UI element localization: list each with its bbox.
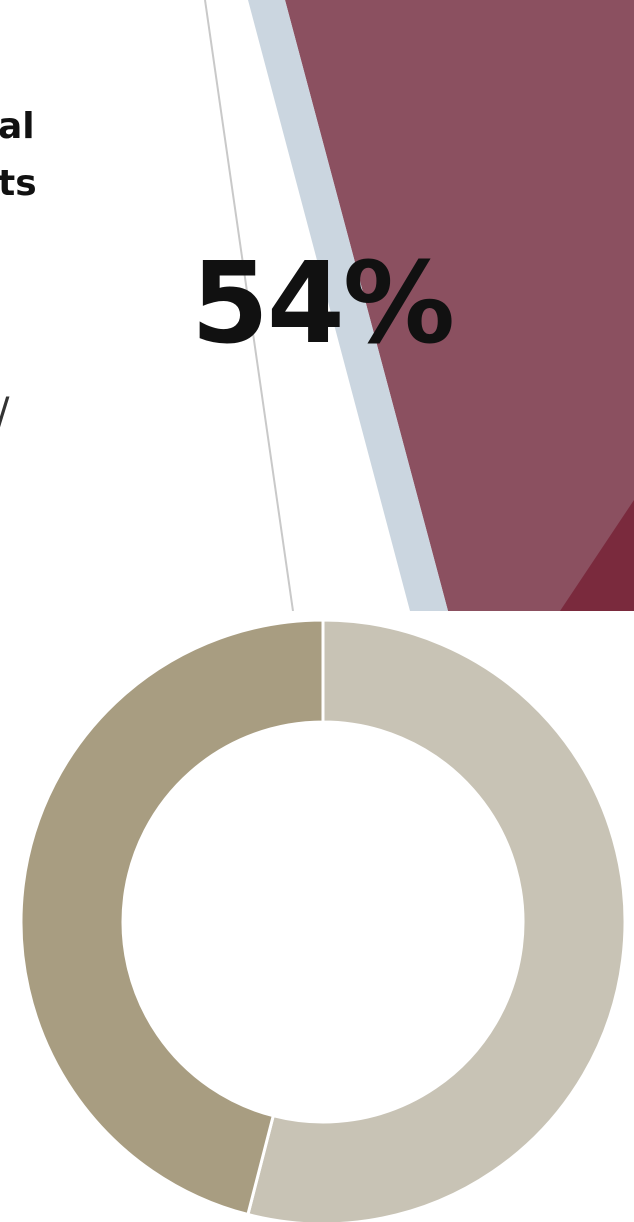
background-dark-crimson-shape xyxy=(560,500,634,611)
background-graphic xyxy=(204,0,634,612)
side-text-fragment-2: ts xyxy=(0,163,37,204)
background-pale-blue-band xyxy=(248,0,448,611)
donut-center-value: 54% xyxy=(190,239,455,369)
side-text-fragment-3: / xyxy=(0,393,9,433)
donut-chart xyxy=(19,618,627,1222)
side-text-fragment-1: al xyxy=(0,106,35,147)
background-divider-line xyxy=(204,0,294,612)
background-crimson-shape xyxy=(285,0,634,611)
